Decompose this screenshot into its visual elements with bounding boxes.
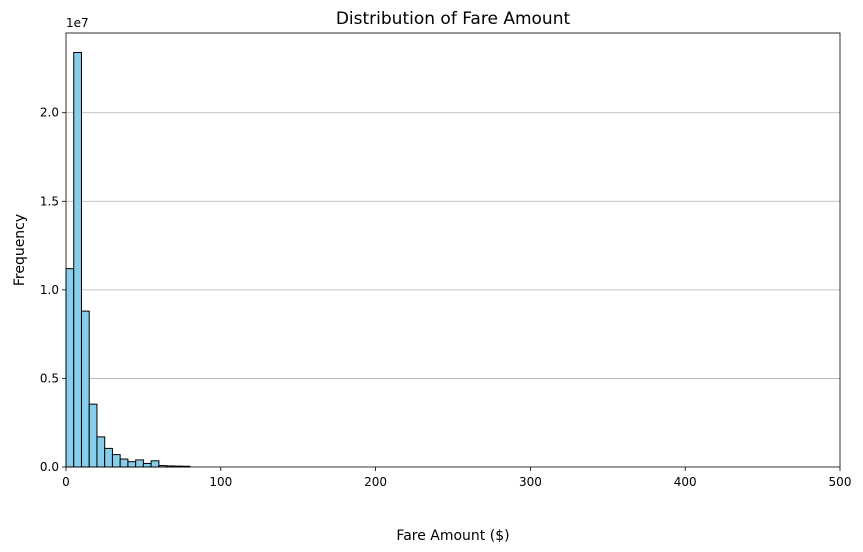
y-axis-label: Frequency — [12, 214, 28, 286]
histogram-bars — [65, 51, 191, 468]
y-tick-label-3: 1.5 — [40, 194, 59, 208]
x-tick-label-1: 100 — [209, 475, 232, 489]
histogram-bar-6 — [111, 454, 121, 468]
y-tick-label-2: 1.0 — [40, 283, 59, 297]
histogram-bar-7 — [119, 458, 129, 468]
grid-lines — [66, 112, 840, 379]
histogram-bar-0 — [65, 268, 75, 468]
x-tick-label-0: 0 — [62, 475, 70, 489]
y-tick-label-4: 2.0 — [40, 106, 59, 120]
histogram-bar-8 — [127, 461, 137, 468]
histogram-bar-10 — [142, 462, 152, 468]
y-axis-offset-label: 1e7 — [66, 16, 89, 30]
x-tick-label-2: 200 — [364, 475, 387, 489]
histogram-bar-3 — [88, 403, 98, 468]
x-tick-label-5: 500 — [829, 475, 852, 489]
y-tick-label-1: 0.5 — [40, 371, 59, 385]
histogram-bar-5 — [104, 447, 113, 468]
x-axis-ticks: 0 100 200 300 400 500 — [62, 467, 851, 489]
histogram-bar-2 — [80, 310, 90, 468]
x-tick-label-3: 300 — [519, 475, 542, 489]
histogram-bar-4 — [96, 436, 106, 468]
histogram-bar-9 — [135, 459, 144, 468]
plot-frame — [65, 32, 841, 468]
y-tick-label-0: 0.0 — [40, 460, 59, 474]
histogram-bar-1 — [73, 51, 82, 468]
histogram-bar-11 — [150, 460, 160, 468]
x-axis-label: Fare Amount ($) — [396, 528, 509, 544]
chart-title: Distribution of Fare Amount — [336, 9, 571, 29]
x-tick-label-4: 400 — [674, 475, 697, 489]
y-axis-ticks: 0.0 0.5 1.0 1.5 2.0 — [40, 106, 66, 474]
